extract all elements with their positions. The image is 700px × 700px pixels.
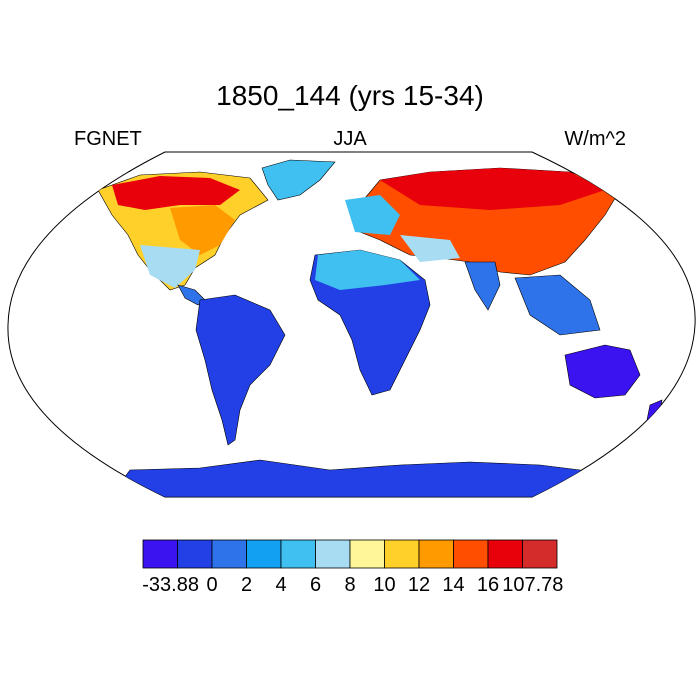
north-america-east xyxy=(170,205,235,255)
southeast-asia-landmass xyxy=(514,274,601,336)
antarctica-landmass xyxy=(109,459,601,497)
colorbar-swatch xyxy=(177,539,213,569)
eurasia-north xyxy=(380,168,605,210)
colorbar-tick-label: 2 xyxy=(240,574,253,596)
colorbar-tick-label: 0 xyxy=(206,574,218,596)
colorbar-tick-label: 16 xyxy=(476,574,500,596)
north-america-south xyxy=(140,245,200,288)
colorbar-tick-label: 6 xyxy=(309,574,322,596)
center-subtitle: JJA xyxy=(333,128,367,150)
colorbar-tick-label: 107.78 xyxy=(502,574,564,596)
colorbar-swatch xyxy=(211,539,247,569)
colorbar-swatch xyxy=(522,539,558,569)
colorbar-swatch xyxy=(384,539,420,569)
colorbar-tick-label: 10 xyxy=(373,574,396,596)
colorbar-swatch xyxy=(280,539,316,569)
north-america-north xyxy=(112,176,240,210)
colorbar-swatch xyxy=(315,539,351,569)
africa-north xyxy=(315,250,420,290)
europe-west xyxy=(345,195,400,235)
colorbar-swatch xyxy=(418,539,454,569)
greenland-landmass xyxy=(261,159,336,201)
colorbar-swatch xyxy=(246,539,282,569)
colorbar-tick-label: 8 xyxy=(344,574,356,596)
colorbar-tick-label: -33.88 xyxy=(142,574,199,596)
australia-landmass xyxy=(564,344,641,399)
units-label: W/m^2 xyxy=(564,128,626,150)
colorbar-swatch xyxy=(487,539,523,569)
india-landmass xyxy=(464,261,501,311)
left-subtitle: FGNET xyxy=(74,128,142,150)
colorbar-tick-label: 14 xyxy=(442,574,465,596)
colorbar-swatch xyxy=(453,539,489,569)
middle-east xyxy=(400,235,460,262)
colorbar-tick-label: 4 xyxy=(275,574,287,596)
colorbar-swatch xyxy=(349,539,385,569)
plot-title: 1850_144 (yrs 15-34) xyxy=(216,80,484,111)
colorbar-swatch xyxy=(142,539,178,569)
south-america-landmass xyxy=(195,294,286,446)
colorbar-tick-label: 12 xyxy=(407,574,431,596)
